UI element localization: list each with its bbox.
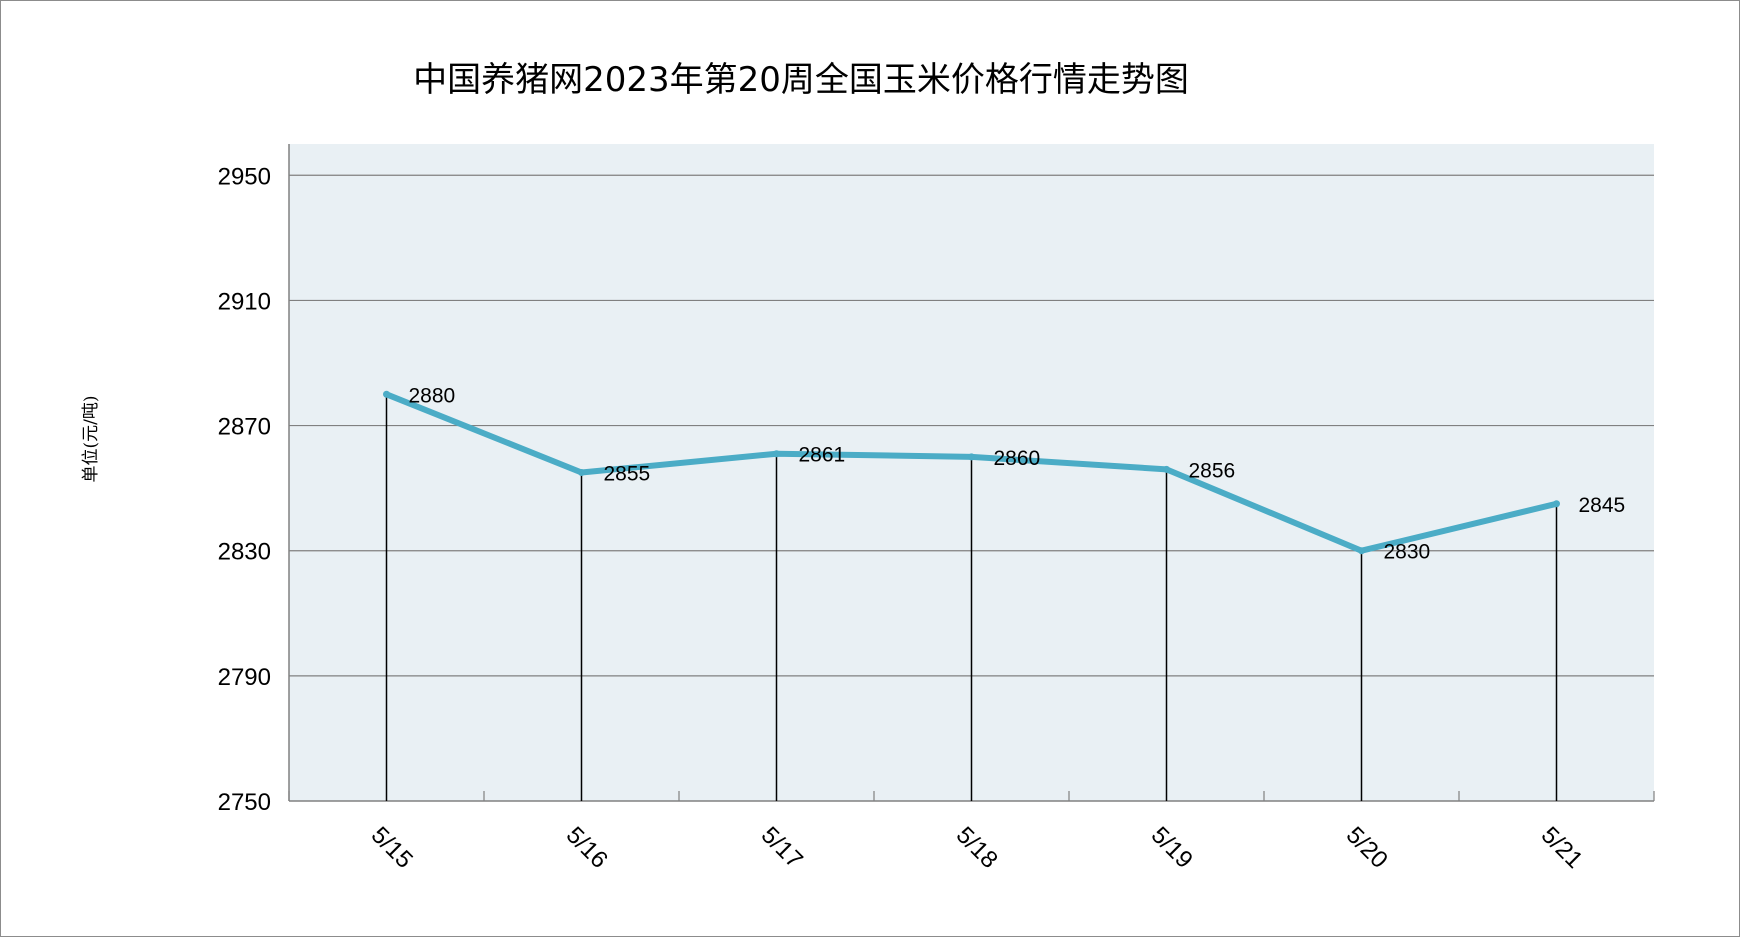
data-label: 2830 (1384, 541, 1431, 564)
y-tick-label: 2750 (218, 789, 271, 816)
data-point (1163, 465, 1170, 473)
data-point (578, 469, 585, 476)
data-label: 2860 (994, 447, 1041, 470)
x-tick-labels: 5/15 5/16 5/17 5/18 5/19 5/20 5/21 (366, 822, 1588, 874)
data-label: 2845 (1579, 494, 1626, 517)
price-series (383, 390, 1560, 555)
data-label: 2856 (1189, 459, 1236, 482)
data-label: 2880 (409, 384, 456, 407)
x-tick-label: 5/16 (561, 822, 613, 874)
chart-title: 中国养猪网2023年第20周全国玉米价格行情走势图 (413, 60, 1189, 100)
data-point (1358, 547, 1365, 555)
y-tick-labels: 2750 2790 2830 2870 2910 2950 (218, 163, 271, 816)
data-label: 2855 (604, 463, 651, 486)
data-point (968, 453, 975, 461)
x-tick-label: 5/21 (1536, 822, 1588, 874)
data-label: 2861 (799, 444, 846, 467)
x-tick-label: 5/20 (1341, 822, 1393, 874)
y-tick-label: 2830 (218, 539, 271, 566)
x-tick-label: 5/17 (756, 822, 808, 874)
data-point (1553, 500, 1560, 508)
x-tick-label: 5/18 (951, 822, 1003, 874)
x-tick-label: 5/15 (366, 822, 418, 874)
y-tick-label: 2790 (218, 664, 271, 691)
drop-lines (385, 394, 1558, 801)
data-point (383, 390, 390, 398)
y-axis-label: 单位(元/吨) (81, 396, 101, 483)
data-point (773, 450, 780, 458)
y-tick-label: 2910 (218, 288, 271, 315)
y-tick-label: 2950 (218, 163, 271, 190)
data-labels: 2880 2855 2861 2860 2856 2830 2845 (409, 384, 1626, 563)
y-tick-label: 2870 (218, 414, 271, 441)
x-tick-label: 5/19 (1146, 822, 1198, 874)
